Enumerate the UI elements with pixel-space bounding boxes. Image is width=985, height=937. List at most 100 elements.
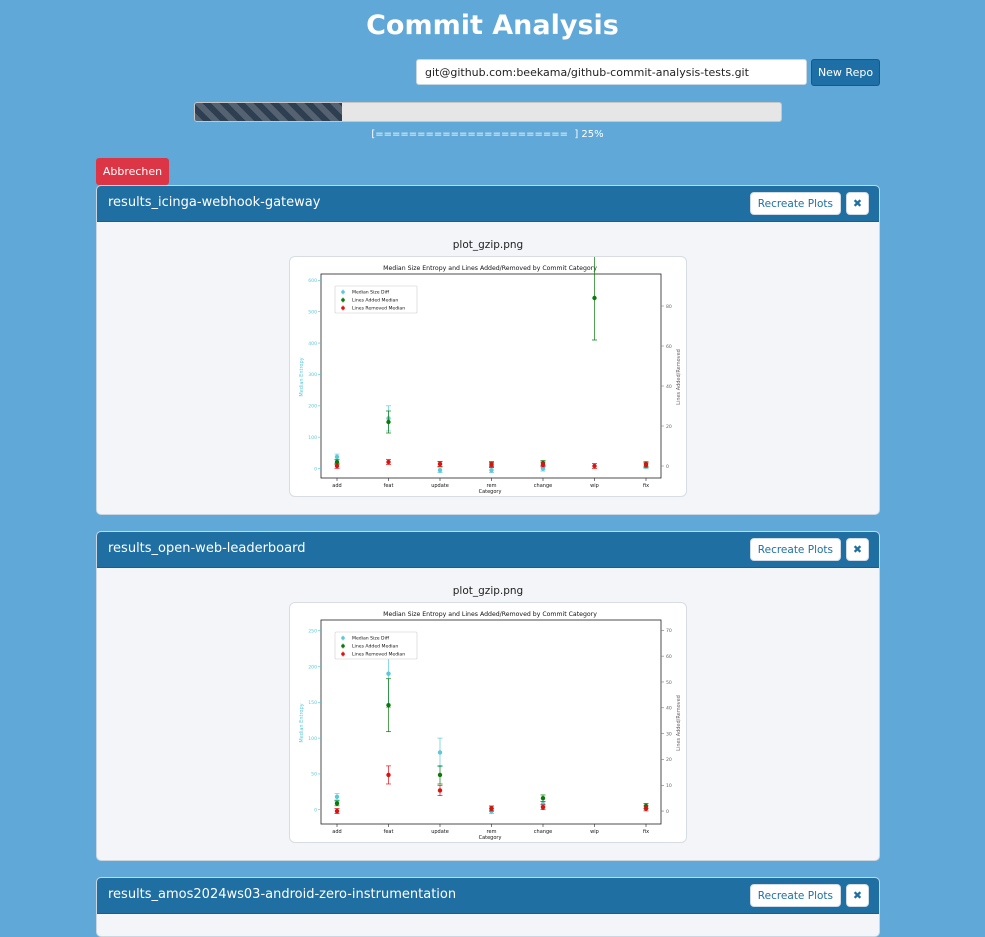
x-tick-label: wip: [590, 829, 599, 835]
y2-tick-label: 60: [666, 344, 672, 350]
data-point: [334, 463, 340, 469]
data-point: [643, 806, 649, 811]
x-axis-label: Category: [479, 835, 502, 841]
data-point: [489, 467, 494, 473]
x-tick-label: feat: [384, 829, 394, 835]
legend-label: Lines Removed Median: [352, 306, 405, 312]
progress-bar: [194, 102, 782, 122]
data-point: [386, 671, 391, 676]
plot-filename: plot_gzip.png: [452, 239, 524, 251]
legend-label: Median Size Diff: [352, 636, 390, 642]
abort-button[interactable]: Abbrechen: [96, 158, 169, 185]
close-icon[interactable]: ✖: [846, 884, 869, 907]
x-tick-label: change: [534, 483, 552, 489]
result-card-title: results_amos2024ws03-android-zero-instru…: [108, 887, 457, 902]
data-point: [334, 801, 340, 806]
x-tick-label: add: [332, 829, 341, 835]
x-tick-label: update: [431, 829, 449, 835]
y2-tick-label: 80: [666, 304, 672, 310]
legend-label: Lines Removed Median: [352, 652, 405, 658]
chart-title: Median Size Entropy and Lines Added/Remo…: [383, 611, 597, 618]
plot-area: [320, 619, 662, 825]
result-card-title: results_open-web-leaderboard: [108, 541, 306, 556]
data-point: [489, 806, 494, 811]
result-card-title: results_icinga-webhook-gateway: [108, 195, 321, 210]
y-tick-label: 400: [308, 341, 317, 347]
repo-url-input[interactable]: [416, 59, 807, 85]
progress-fill: [195, 103, 342, 121]
data-point: [386, 772, 391, 778]
new-repo-button[interactable]: New Repo: [811, 59, 880, 86]
y2-tick-label: 30: [666, 731, 672, 737]
data-point: [386, 459, 391, 465]
data-point: [643, 462, 649, 468]
data-point: [437, 772, 443, 778]
y-tick-label: 50: [311, 772, 317, 778]
recreate-plots-button[interactable]: Recreate Plots: [749, 538, 841, 561]
y2-tick-label: 70: [666, 628, 672, 634]
data-point: [437, 461, 443, 467]
y-tick-label: 100: [308, 736, 317, 742]
plot-area: [320, 273, 662, 479]
legend-box: [334, 631, 418, 660]
x-tick-label: update: [431, 483, 449, 489]
x-tick-label: wip: [590, 483, 599, 489]
result-card-header: results_icinga-webhook-gateway Recreate …: [97, 186, 879, 222]
y-tick-label: 150: [308, 700, 317, 706]
y-axis-label: Median Entropy: [299, 357, 305, 396]
legend-label: Median Size Diff: [352, 290, 390, 296]
x-axis-label: Category: [479, 489, 502, 495]
x-tick-label: fix: [643, 829, 649, 835]
chart-title: Median Size Entropy and Lines Added/Remo…: [383, 265, 597, 272]
data-point: [592, 463, 597, 469]
data-point: [386, 703, 391, 708]
data-point: [334, 794, 340, 799]
result-card: results_open-web-leaderboard Recreate Pl…: [96, 531, 880, 861]
legend-marker: [341, 652, 345, 656]
data-point: [334, 454, 340, 460]
plot-filename: plot_gzip.png: [452, 585, 524, 597]
plot-image: Median Size Entropy and Lines Added/Remo…: [289, 602, 687, 843]
result-card: results_amos2024ws03-android-zero-instru…: [96, 877, 880, 937]
legend: Median Size Diff Lines Added Median Lines …: [334, 631, 418, 660]
recreate-plots-button[interactable]: Recreate Plots: [749, 192, 841, 215]
x-tick-label: rem: [487, 829, 497, 835]
y2-tick-label: 50: [666, 680, 672, 686]
legend-label: Lines Added Median: [352, 298, 398, 304]
y-tick-label: 100: [308, 435, 317, 441]
y-tick-label: 0: [314, 466, 317, 472]
y2-tick-label: 0: [666, 809, 669, 815]
data-point: [489, 462, 494, 468]
x-tick-label: fix: [643, 483, 649, 489]
result-card-header: results_amos2024ws03-android-zero-instru…: [97, 878, 879, 914]
legend: Median Size Diff Lines Added Median Lines …: [334, 285, 418, 314]
legend-marker: [341, 644, 345, 648]
y2-tick-label: 40: [666, 706, 672, 712]
close-icon[interactable]: ✖: [846, 538, 869, 561]
data-point: [437, 788, 443, 793]
y2-axis-label: Lines Added/Removed: [676, 695, 682, 751]
y2-axis-label: Lines Added/Removed: [676, 349, 682, 405]
legend-label: Lines Added Median: [352, 644, 398, 650]
y-tick-label: 200: [308, 664, 317, 670]
recreate-plots-button[interactable]: Recreate Plots: [749, 884, 841, 907]
y2-tick-label: 10: [666, 783, 672, 789]
data-point: [334, 459, 340, 465]
progress-text: [======================= ] 25%: [371, 129, 604, 140]
close-icon[interactable]: ✖: [846, 192, 869, 215]
data-point: [437, 750, 443, 755]
data-point: [540, 462, 546, 467]
data-point: [437, 467, 443, 473]
page-title: Commit Analysis: [366, 10, 619, 41]
result-card-header: results_open-web-leaderboard Recreate Pl…: [97, 532, 879, 568]
y2-tick-label: 20: [666, 757, 672, 763]
legend-marker: [341, 290, 345, 294]
y2-tick-label: 0: [666, 464, 669, 470]
data-point: [540, 805, 546, 810]
data-point: [592, 295, 597, 301]
data-point: [334, 808, 340, 814]
y-tick-label: 600: [308, 278, 317, 284]
y-tick-label: 500: [308, 309, 317, 315]
y2-tick-label: 40: [666, 384, 672, 390]
y-tick-label: 300: [308, 372, 317, 378]
